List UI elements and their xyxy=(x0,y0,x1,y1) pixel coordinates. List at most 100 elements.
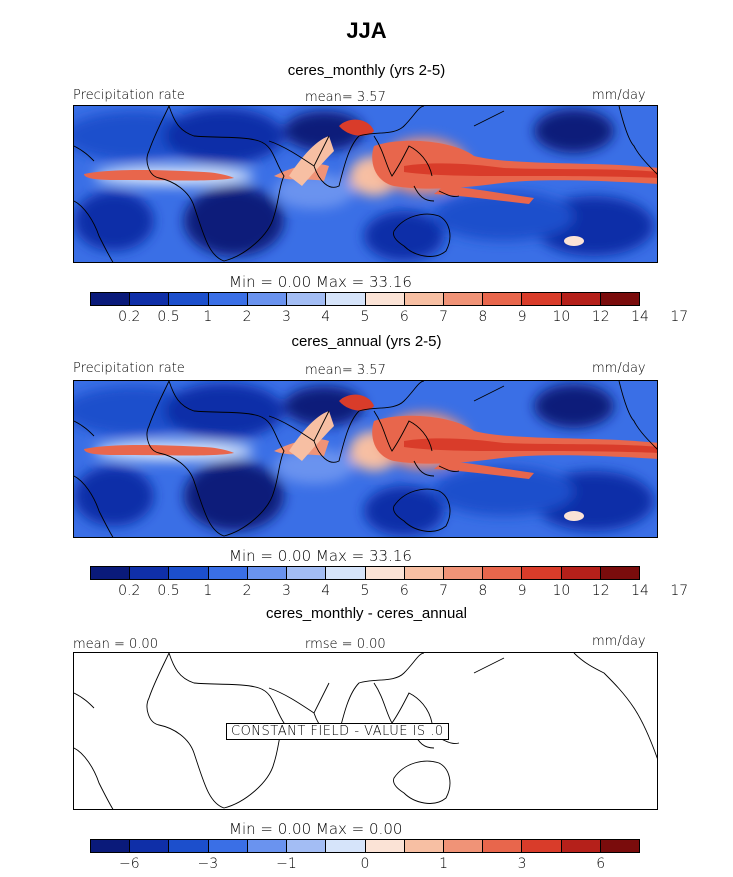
panel2-precip-map xyxy=(73,380,658,538)
panel3-mean-label: mean = 0.00 xyxy=(73,637,158,652)
panel3-title: ceres_monthly - ceres_annual xyxy=(266,605,467,622)
colorbar-tick-label: 4 xyxy=(321,583,331,599)
panel3-min-max-stats: Min = 0.00 Max = 0.00 xyxy=(229,820,403,838)
colorbar-segment xyxy=(208,567,248,579)
colorbar-segment xyxy=(130,567,170,579)
colorbar-tick-label: 0.5 xyxy=(157,583,180,599)
colorbar-segment xyxy=(326,840,366,852)
colorbar-tick-label: 3 xyxy=(281,309,291,325)
colorbar-segment xyxy=(561,293,601,305)
panel2-title: ceres_annual (yrs 2-5) xyxy=(291,333,442,350)
colorbar-tick-label: 5 xyxy=(360,309,370,325)
panel2-variable-label: Precipitation rate xyxy=(73,361,185,376)
colorbar-tick-label: 9 xyxy=(517,583,527,599)
colorbar-segment xyxy=(600,293,640,305)
colorbar-tick-label: 4 xyxy=(321,309,331,325)
colorbar-tick-label: 0.5 xyxy=(157,309,180,325)
colorbar-segment xyxy=(483,293,523,305)
colorbar-segment xyxy=(561,840,601,852)
colorbar-tick-label: 17 xyxy=(670,583,689,599)
colorbar-tick-label: 2 xyxy=(242,309,252,325)
colorbar-segment xyxy=(326,293,366,305)
colorbar-segment xyxy=(91,567,131,579)
panel2-units-label: mm/day xyxy=(592,361,646,376)
colorbar-tick-label: 7 xyxy=(439,583,449,599)
colorbar-segment xyxy=(483,840,523,852)
panel1-units-label: mm/day xyxy=(592,88,646,103)
colorbar-segment xyxy=(404,840,444,852)
colorbar-segment xyxy=(247,840,288,852)
colorbar-segment xyxy=(169,293,209,305)
colorbar-tick-label: 14 xyxy=(631,583,649,599)
panel3-colorbar xyxy=(90,839,640,853)
colorbar-tick-label: 1 xyxy=(439,856,449,872)
panel3-colorbar-ticks: −6 −3 −1 0 1 3 6 xyxy=(90,856,640,874)
colorbar-segment xyxy=(404,293,444,305)
colorbar-tick-label: 17 xyxy=(670,309,689,325)
panel1-map-graphic xyxy=(74,106,657,262)
panel1-variable-label: Precipitation rate xyxy=(73,88,185,103)
colorbar-tick-label: 8 xyxy=(478,309,488,325)
colorbar-segment xyxy=(91,840,131,852)
colorbar-segment xyxy=(287,293,327,305)
colorbar-segment xyxy=(365,840,405,852)
colorbar-segment xyxy=(130,293,170,305)
panel1-mean-label: mean= 3.57 xyxy=(305,90,386,105)
panel1-min-max-stats: Min = 0.00 Max = 33.16 xyxy=(229,273,412,291)
colorbar-tick-label: 1 xyxy=(203,583,213,599)
colorbar-tick-label: 6 xyxy=(596,856,606,872)
colorbar-segment xyxy=(169,567,209,579)
colorbar-tick-label: 10 xyxy=(552,583,571,599)
colorbar-segment xyxy=(522,293,562,305)
colorbar-segment xyxy=(522,567,562,579)
colorbar-tick-label: 1 xyxy=(203,309,213,325)
colorbar-segment xyxy=(522,840,562,852)
colorbar-tick-label: 10 xyxy=(552,309,571,325)
colorbar-segment xyxy=(247,293,288,305)
colorbar-tick-label: 14 xyxy=(631,309,649,325)
colorbar-segment xyxy=(208,293,248,305)
colorbar-tick-label: 0.2 xyxy=(118,583,141,599)
colorbar-tick-label: 5 xyxy=(360,583,370,599)
colorbar-tick-label: 3 xyxy=(281,583,291,599)
colorbar-tick-label: 2 xyxy=(242,583,252,599)
colorbar-segment xyxy=(443,293,484,305)
colorbar-tick-label: 0 xyxy=(360,856,370,872)
panel2-mean-label: mean= 3.57 xyxy=(305,363,386,378)
colorbar-segment xyxy=(130,840,170,852)
panel1-colorbar-ticks: 0.2 0.5 1 2 3 4 5 6 7 8 9 10 12 14 17 xyxy=(90,309,688,327)
colorbar-segment xyxy=(404,567,444,579)
panel1-colorbar xyxy=(90,292,640,306)
panel1-title: ceres_monthly (yrs 2-5) xyxy=(287,62,446,79)
colorbar-tick-label: 6 xyxy=(399,583,409,599)
colorbar-segment xyxy=(326,567,366,579)
panel3-map-graphic xyxy=(74,653,657,809)
colorbar-segment xyxy=(443,567,484,579)
colorbar-segment xyxy=(365,567,405,579)
colorbar-segment xyxy=(443,840,484,852)
colorbar-tick-label: 6 xyxy=(399,309,409,325)
colorbar-segment xyxy=(561,567,601,579)
panel3-constant-field-note: CONSTANT FIELD - VALUE IS .0 xyxy=(226,723,449,740)
colorbar-tick-label: −1 xyxy=(276,856,297,872)
panel3-rmse-label: rmse = 0.00 xyxy=(305,637,386,652)
colorbar-tick-label: −3 xyxy=(197,856,219,872)
colorbar-segment xyxy=(169,840,209,852)
colorbar-tick-label: 12 xyxy=(591,309,610,325)
figure-title: JJA xyxy=(346,18,387,43)
panel2-map-graphic xyxy=(74,381,657,537)
panel3-units-label: mm/day xyxy=(592,634,646,649)
colorbar-tick-label: 12 xyxy=(591,583,610,599)
colorbar-segment xyxy=(600,840,640,852)
panel1-precip-map xyxy=(73,105,658,263)
colorbar-segment xyxy=(600,567,640,579)
colorbar-tick-label: −6 xyxy=(118,856,140,872)
colorbar-tick-label: 3 xyxy=(517,856,527,872)
colorbar-tick-label: 9 xyxy=(517,309,527,325)
colorbar-segment xyxy=(247,567,288,579)
colorbar-segment xyxy=(287,567,327,579)
colorbar-tick-label: 0.2 xyxy=(118,309,141,325)
colorbar-segment xyxy=(91,293,131,305)
panel2-min-max-stats: Min = 0.00 Max = 33.16 xyxy=(229,547,412,565)
panel2-colorbar xyxy=(90,566,640,580)
